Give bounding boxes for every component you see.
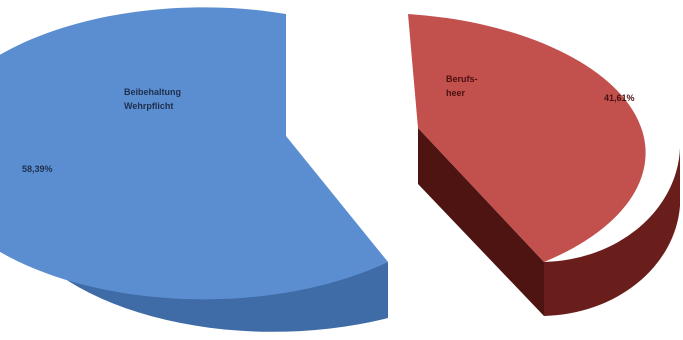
slice-label-berufsheer-line2: heer <box>446 88 466 98</box>
slice-beibehaltung-wehrpflicht <box>0 7 388 300</box>
slice-berufsheer <box>408 14 646 262</box>
value-label-beibehaltung: 58,39% <box>22 164 53 174</box>
slice-side-berufsheer <box>544 148 680 316</box>
value-label-berufsheer: 41,61% <box>604 93 635 103</box>
slice-cut-berufsheer <box>418 128 544 316</box>
slice-label-beibehaltung-line1: Beibehaltung <box>124 87 181 97</box>
slice-label-berufsheer-line1: Berufs- <box>446 74 478 84</box>
slice-label-beibehaltung-line2: Wehrpflicht <box>124 101 173 111</box>
